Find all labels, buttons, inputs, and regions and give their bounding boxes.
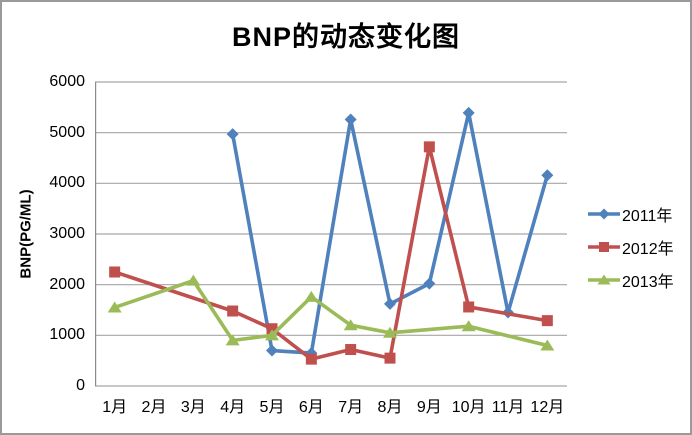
series-1-square-marker (345, 344, 357, 356)
series-0-diamond-marker (266, 344, 278, 357)
y-tick-label: 3000 (49, 225, 85, 242)
series-2-triangle-marker (186, 274, 201, 286)
series-2-triangle-marker (383, 326, 397, 338)
series-1-square-marker (384, 352, 396, 364)
x-tick-label: 6月 (298, 399, 324, 416)
series-1-square-marker (227, 305, 239, 317)
legend: 2011年 2012年 2013年 (588, 201, 674, 300)
legend-triangle-icon (588, 274, 620, 285)
series-0-diamond-marker (423, 277, 436, 290)
series-0-diamond-marker (344, 113, 357, 126)
plot-area (95, 81, 567, 387)
series-1-square-marker (423, 141, 435, 153)
series-0-diamond-marker (462, 106, 475, 119)
x-tick-label: 8月 (377, 399, 403, 416)
series-1-square-marker (305, 353, 317, 365)
legend-label: 2012年 (622, 241, 674, 258)
chart-title: BNP的动态变化图 (231, 22, 460, 52)
legend-square-icon (588, 242, 620, 252)
legend-square-marker (599, 242, 609, 252)
series-0-line (230, 111, 550, 355)
series-2-triangle-marker (107, 301, 122, 313)
x-tick-label: 3月 (180, 399, 206, 416)
x-tick-label: 4月 (220, 399, 246, 416)
y-tick-label: 1000 (49, 326, 85, 344)
series-1-square-marker (266, 323, 278, 335)
legend-diamond-icon (588, 208, 620, 220)
series-1-square-marker (541, 315, 553, 327)
series-2-triangle-marker (343, 319, 358, 331)
series-2-triangle-marker (540, 339, 555, 351)
series-1-square-marker (109, 266, 121, 278)
y-tick-label: 4000 (49, 174, 85, 192)
y-tick-label: 5000 (49, 123, 85, 141)
series-0-diamond-marker (226, 128, 239, 141)
x-tick-label: 7月 (338, 399, 364, 416)
x-tick-label: 10月 (451, 399, 486, 416)
x-tick-label: 11月 (491, 399, 525, 416)
x-tick-label: 5月 (259, 399, 285, 416)
series-0-diamond-marker (541, 169, 554, 182)
x-tick-label: 1月 (102, 399, 128, 416)
legend-item-2: 2013年 (588, 267, 674, 293)
series-2-triangle-marker (304, 290, 319, 302)
series-2-triangle-marker (225, 334, 240, 346)
y-tick-label: 2000 (49, 275, 85, 293)
series-2-triangle-marker (461, 320, 476, 332)
series-0-diamond-marker (384, 297, 396, 310)
legend-label: 2011年 (622, 208, 673, 225)
series-2-triangle-marker (265, 329, 279, 341)
y-tick-label: 6000 (49, 73, 85, 90)
legend-item-1: 2012年 (588, 234, 674, 260)
x-tick-label: 2月 (141, 399, 167, 416)
x-tick-label: 9月 (416, 399, 442, 416)
y-tick-label: 0 (76, 377, 85, 394)
legend-label: 2013年 (622, 274, 674, 291)
legend-item-0: 2011年 (588, 201, 674, 227)
legend-diamond-marker (598, 208, 610, 220)
series-1-square-marker (463, 301, 475, 313)
legend-triangle-marker (597, 274, 611, 285)
x-tick-label: 12月 (530, 399, 565, 416)
